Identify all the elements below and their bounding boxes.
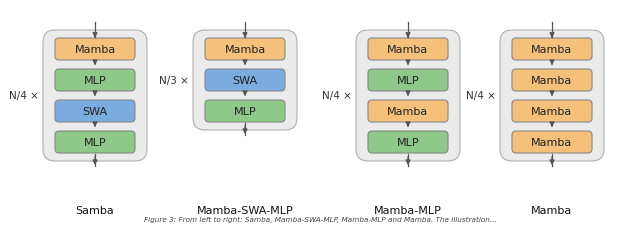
FancyBboxPatch shape: [512, 39, 592, 61]
Text: Mamba: Mamba: [531, 76, 573, 86]
Text: Mamba: Mamba: [387, 106, 429, 116]
FancyBboxPatch shape: [512, 101, 592, 122]
Text: N/4 ×: N/4 ×: [466, 91, 496, 101]
Text: Mamba: Mamba: [531, 137, 573, 147]
FancyBboxPatch shape: [368, 39, 448, 61]
FancyBboxPatch shape: [356, 31, 460, 161]
FancyBboxPatch shape: [500, 31, 604, 161]
Text: SWA: SWA: [83, 106, 108, 116]
FancyBboxPatch shape: [55, 101, 135, 122]
Text: Mamba: Mamba: [531, 205, 573, 215]
Text: Mamba-MLP: Mamba-MLP: [374, 205, 442, 215]
FancyBboxPatch shape: [368, 131, 448, 153]
FancyBboxPatch shape: [55, 70, 135, 92]
FancyBboxPatch shape: [205, 39, 285, 61]
Text: MLP: MLP: [397, 76, 419, 86]
FancyBboxPatch shape: [193, 31, 297, 131]
Text: Mamba: Mamba: [74, 45, 116, 55]
FancyBboxPatch shape: [205, 70, 285, 92]
Text: Mamba: Mamba: [387, 45, 429, 55]
Text: N/3 ×: N/3 ×: [159, 76, 189, 86]
Text: SWA: SWA: [232, 76, 257, 86]
Text: Figure 3: From left to right: Samba, Mamba-SWA-MLP, Mamba-MLP and Mamba. The ill: Figure 3: From left to right: Samba, Mam…: [144, 216, 496, 222]
Text: Mamba-SWA-MLP: Mamba-SWA-MLP: [196, 205, 293, 215]
FancyBboxPatch shape: [205, 101, 285, 122]
FancyBboxPatch shape: [368, 101, 448, 122]
FancyBboxPatch shape: [55, 39, 135, 61]
Text: Mamba: Mamba: [531, 106, 573, 116]
Text: MLP: MLP: [84, 76, 106, 86]
Text: N/4 ×: N/4 ×: [322, 91, 352, 101]
Text: Mamba: Mamba: [531, 45, 573, 55]
FancyBboxPatch shape: [368, 70, 448, 92]
FancyBboxPatch shape: [512, 70, 592, 92]
FancyBboxPatch shape: [55, 131, 135, 153]
FancyBboxPatch shape: [512, 131, 592, 153]
Text: MLP: MLP: [397, 137, 419, 147]
Text: N/4 ×: N/4 ×: [9, 91, 39, 101]
FancyBboxPatch shape: [43, 31, 147, 161]
Text: Samba: Samba: [76, 205, 115, 215]
Text: MLP: MLP: [84, 137, 106, 147]
Text: MLP: MLP: [234, 106, 256, 116]
Text: Mamba: Mamba: [225, 45, 266, 55]
